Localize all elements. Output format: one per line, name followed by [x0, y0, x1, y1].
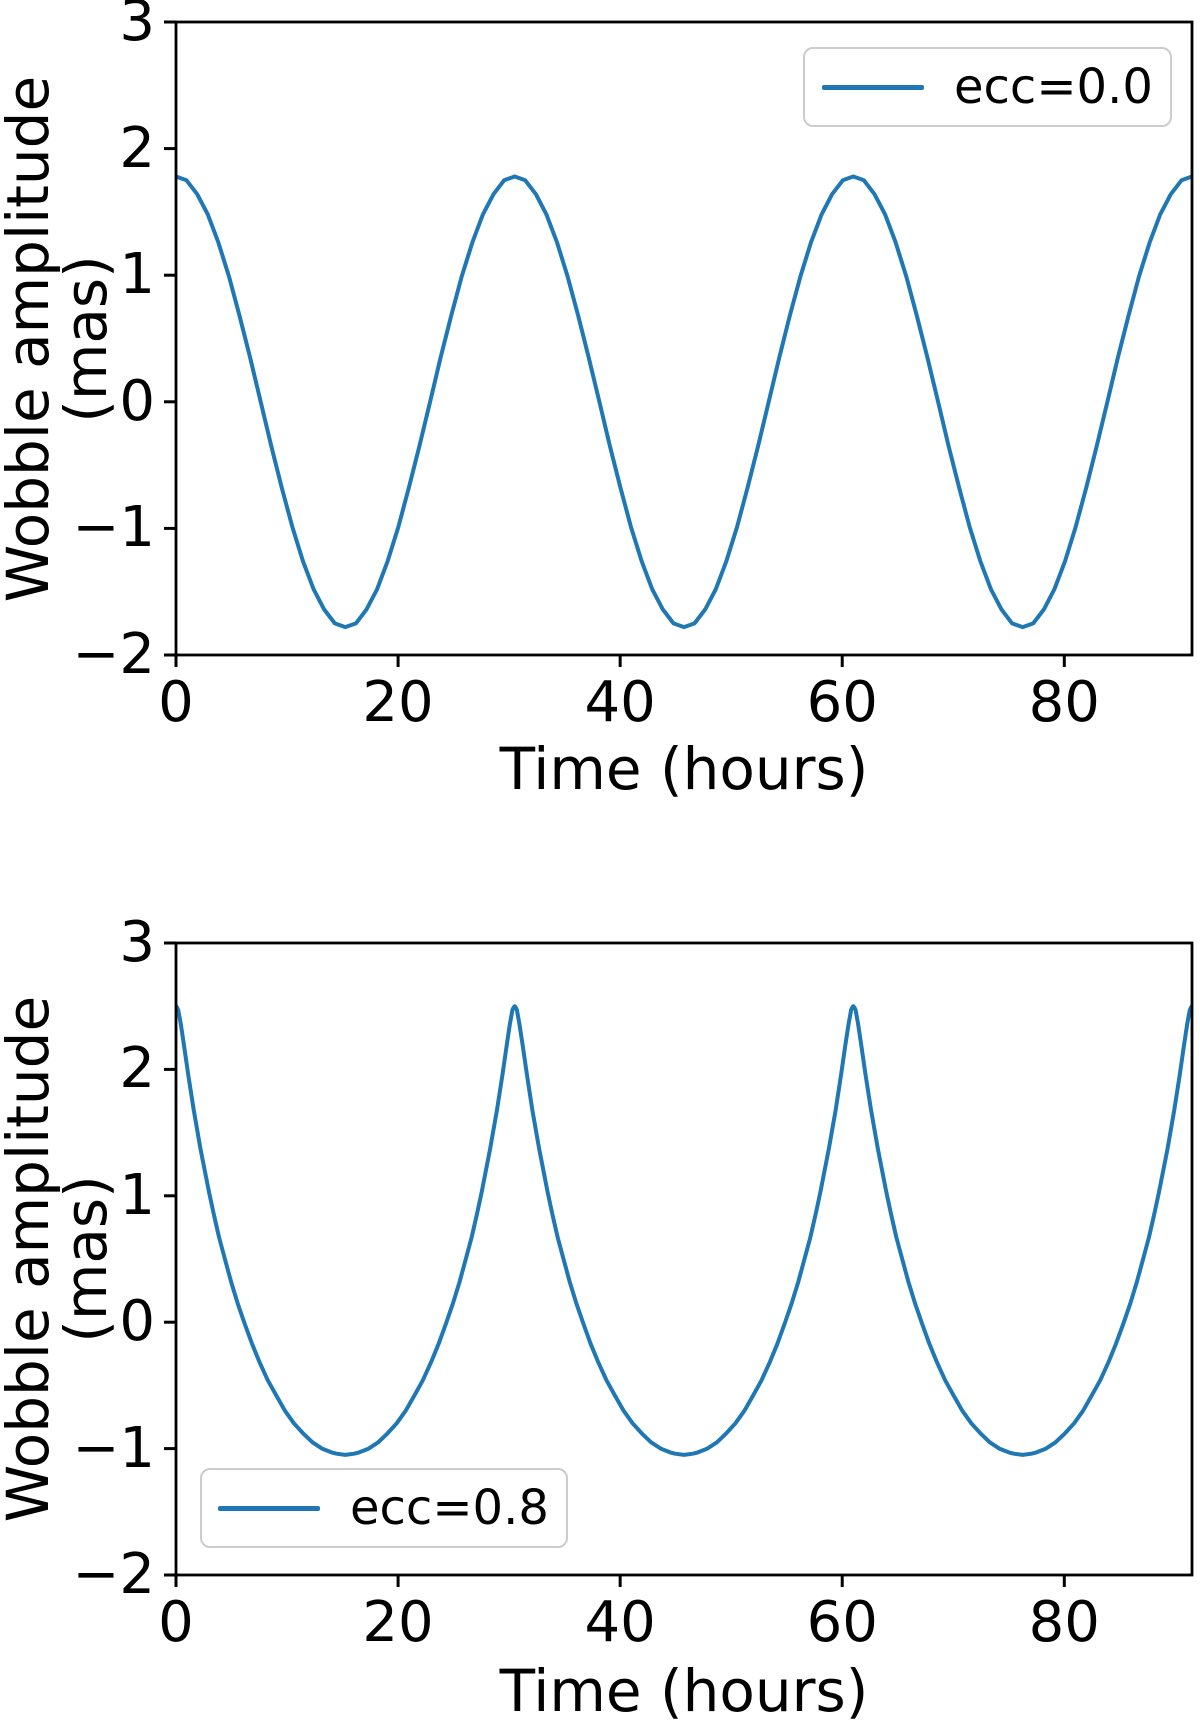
bottom-legend-label: ecc=0.8: [350, 1480, 549, 1536]
bottom-xtick-label-40: 40: [584, 1590, 656, 1655]
bottom-legend: ecc=0.8: [200, 1468, 568, 1548]
top-curve-ecc=0.0: [175, 174, 1193, 630]
top-axes-box: [174, 20, 1194, 657]
top-ytick-label-0: 0: [119, 368, 155, 434]
bottom-ytick-label-3: 3: [119, 910, 155, 975]
top-ytick-label--2: −2: [72, 622, 155, 687]
bottom-xtick-label-80: 80: [1028, 1590, 1100, 1655]
bottom-ytick-label-0: 0: [119, 1289, 155, 1355]
top-ytick-label-3: 3: [119, 0, 155, 54]
top-ytick-label-1: 1: [119, 242, 155, 308]
bottom-axes-box: [174, 941, 1194, 1577]
top-xtick-label-60: 60: [806, 670, 878, 735]
top-xtick-label-20: 20: [362, 670, 434, 735]
bottom-xtick-label-60: 60: [806, 1590, 878, 1655]
top-legend-line-sample: [822, 84, 924, 90]
bottom-ytick-label-2: 2: [119, 1036, 155, 1102]
bottom-legend-line-sample: [218, 1505, 320, 1511]
bottom-ylabel: Wobble amplitude (mas): [0, 995, 120, 1523]
top-xlabel: Time (hours): [499, 735, 869, 803]
bottom-ytick-label-1: 1: [119, 1162, 155, 1228]
top-xtick-label-40: 40: [584, 670, 656, 735]
top-ylabel: Wobble amplitude (mas): [0, 75, 120, 603]
top-ytick-label-2: 2: [119, 115, 155, 181]
top-xtick-label-0: 0: [158, 670, 194, 735]
top-ytick-label--1: −1: [72, 495, 155, 561]
top-legend-label: ecc=0.0: [954, 59, 1153, 115]
bottom-ytick-label--2: −2: [72, 1542, 155, 1607]
top-xtick-label-80: 80: [1028, 670, 1100, 735]
bottom-xtick-label-20: 20: [362, 1590, 434, 1655]
bottom-xtick-label-0: 0: [158, 1590, 194, 1655]
bottom-curve-ecc=0.8: [174, 1004, 1194, 1457]
top-legend: ecc=0.0: [803, 47, 1172, 127]
bottom-xlabel: Time (hours): [499, 1657, 869, 1722]
bottom-ytick-label--1: −1: [72, 1415, 155, 1481]
